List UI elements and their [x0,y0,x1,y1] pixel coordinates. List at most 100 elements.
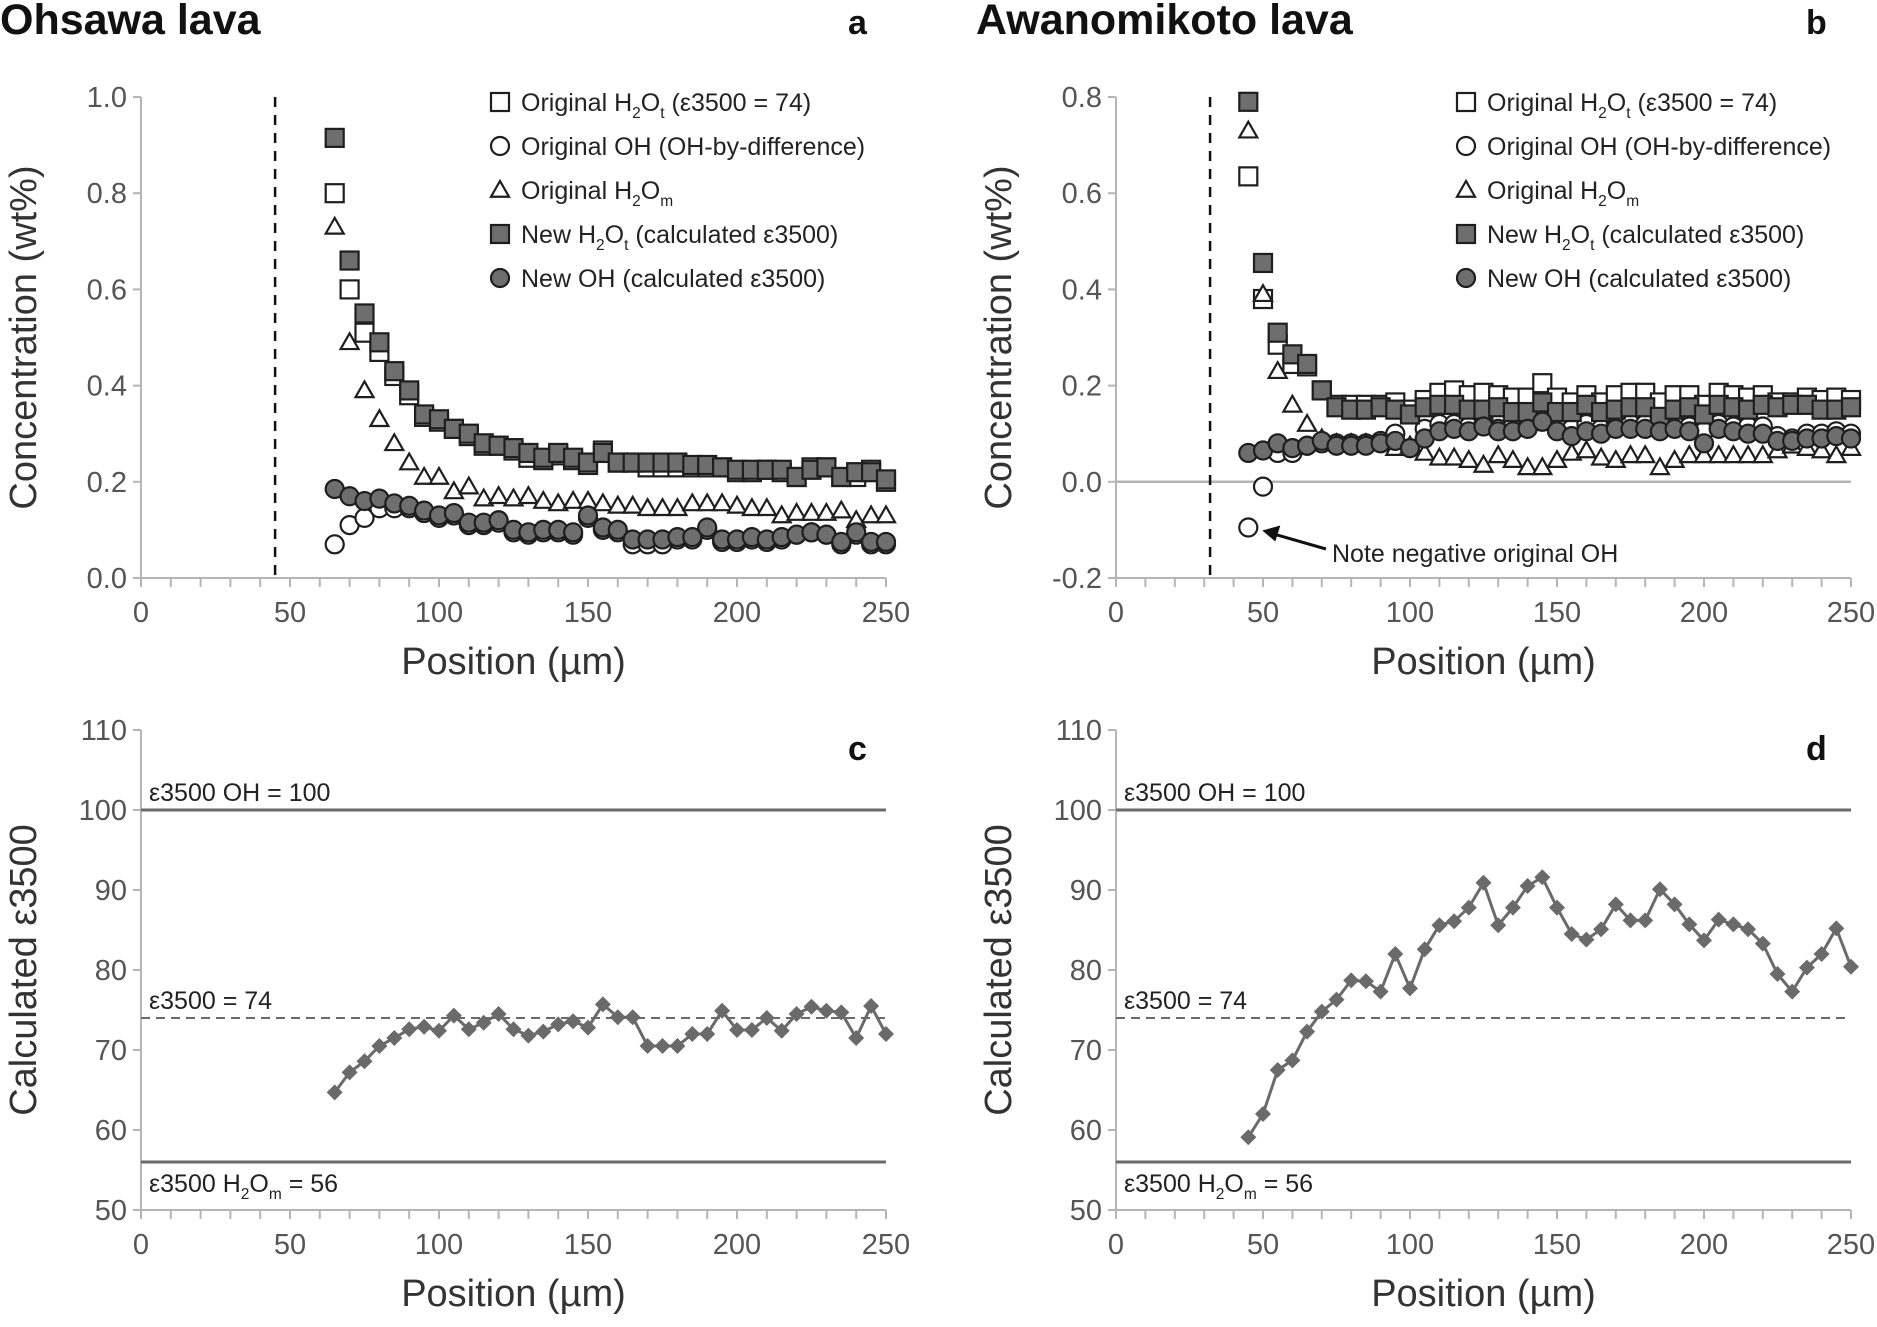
data-point [1446,913,1463,930]
x-tick-label: 200 [1680,1229,1728,1261]
reference-line-label: ε3500 = 74 [1124,987,1247,1015]
legend-entry: Original H2Ot (ε3500 = 74) [1487,89,1777,122]
legend-marker [1455,267,1477,289]
panel-a-title: Ohsawa lava [0,0,262,44]
data-point [1622,912,1639,929]
data-point [714,1002,731,1019]
legend-entry: New H2Ot (calculated ε3500) [521,221,838,254]
data-point [416,1018,433,1035]
data-point [1460,899,1477,916]
x-tick-label: 100 [415,1229,463,1261]
data-point [535,1023,552,1040]
y-tick-label: 80 [95,955,127,987]
annotation-text: Note negative original OH [1332,540,1618,568]
data-point [818,1002,835,1019]
data-point [1519,878,1536,894]
data-point [1651,881,1668,898]
data-point [1769,966,1786,982]
data-point [609,1009,626,1026]
y-tick-label: 100 [79,795,127,827]
data-point [815,501,838,521]
x-tick-label: 150 [564,1229,612,1261]
data-point [1840,397,1862,418]
data-point [773,1022,790,1039]
x-tick-label: 50 [274,597,306,629]
legend-marker [489,223,511,245]
data-point [1784,983,1801,1000]
data-point [1443,446,1465,466]
data-point [743,1022,760,1038]
legend-marker [489,91,511,113]
data-point [1813,946,1830,962]
panel-d: 0 50 100 150 200 2505060708090100110Position … [978,715,1875,1315]
data-point [1696,932,1712,949]
data-point [1252,252,1274,274]
data-point [875,469,897,490]
legend-entry: Original OH (OH-by-difference) [1487,133,1831,161]
data-point [1825,444,1848,464]
data-point [1828,920,1845,937]
data-point [682,527,703,548]
data-point [532,489,555,509]
data-point [592,492,614,512]
y-tick-label: 0.8 [1062,82,1102,114]
data-point [398,451,421,471]
data-point [547,492,570,512]
data-point [1387,946,1404,962]
y-axis-label: Concentration (wt%) [3,165,45,509]
panel-b-letter: b [1806,4,1827,42]
data-point [1532,411,1553,432]
data-point [326,1084,343,1101]
reference-line-label: ε3500 OH = 100 [149,779,330,807]
y-tick-label: 110 [1056,715,1102,747]
data-point [1619,444,1642,464]
data-point [1402,980,1418,997]
data-point [711,492,733,512]
data-point [1681,916,1698,933]
data-point [875,504,897,524]
data-point [580,1019,596,1036]
data-point [1737,444,1759,464]
data-point [323,215,346,235]
data-point [1457,448,1480,469]
data-point [1502,448,1524,469]
legend-entry: Original H2Ot (ε3500 = 74) [521,89,811,122]
data-point [1607,896,1624,913]
data-point [383,432,406,452]
data-point [1299,1023,1316,1040]
x-tick-label: 150 [1533,1229,1581,1261]
data-point [803,998,820,1015]
data-point [431,1022,447,1039]
data-point [1563,926,1580,942]
arrow-head-icon [1262,525,1281,542]
data-point [1343,972,1360,989]
data-point [487,485,510,505]
data-point [1710,911,1727,928]
data-point [1266,359,1289,380]
data-point [324,183,345,204]
reference-line-label: ε3500 = 74 [149,987,272,1015]
legend-marker [1455,178,1477,198]
data-point [1238,91,1259,112]
y-axis-label: Concentration (wt%) [978,165,1020,509]
data-point [1252,476,1274,497]
x-tick-label: 100 [1386,597,1434,629]
series-0 [1238,166,1862,420]
data-point [651,497,674,517]
data-point [1431,917,1448,934]
y-tick-label: 50 [95,1195,127,1227]
panel-a: 0 50 100 150 200 250 0.0 0.2 0.4 0.6 0.8 1.0 Positio… [3,82,910,683]
data-point [1840,428,1862,449]
data-point [1240,1129,1257,1146]
legend-entry: New H2Ot (calculated ε3500) [1487,221,1804,254]
data-point [1634,444,1657,464]
data-point [353,379,376,399]
reference-line-label: ε3500 H2Om = 56 [149,1170,338,1203]
data-point [1269,1062,1286,1078]
legend-marker [489,178,511,198]
data-point [1637,912,1654,929]
data-point [505,1021,522,1038]
data-point [800,501,823,521]
x-tick-label: 100 [1386,1229,1434,1261]
